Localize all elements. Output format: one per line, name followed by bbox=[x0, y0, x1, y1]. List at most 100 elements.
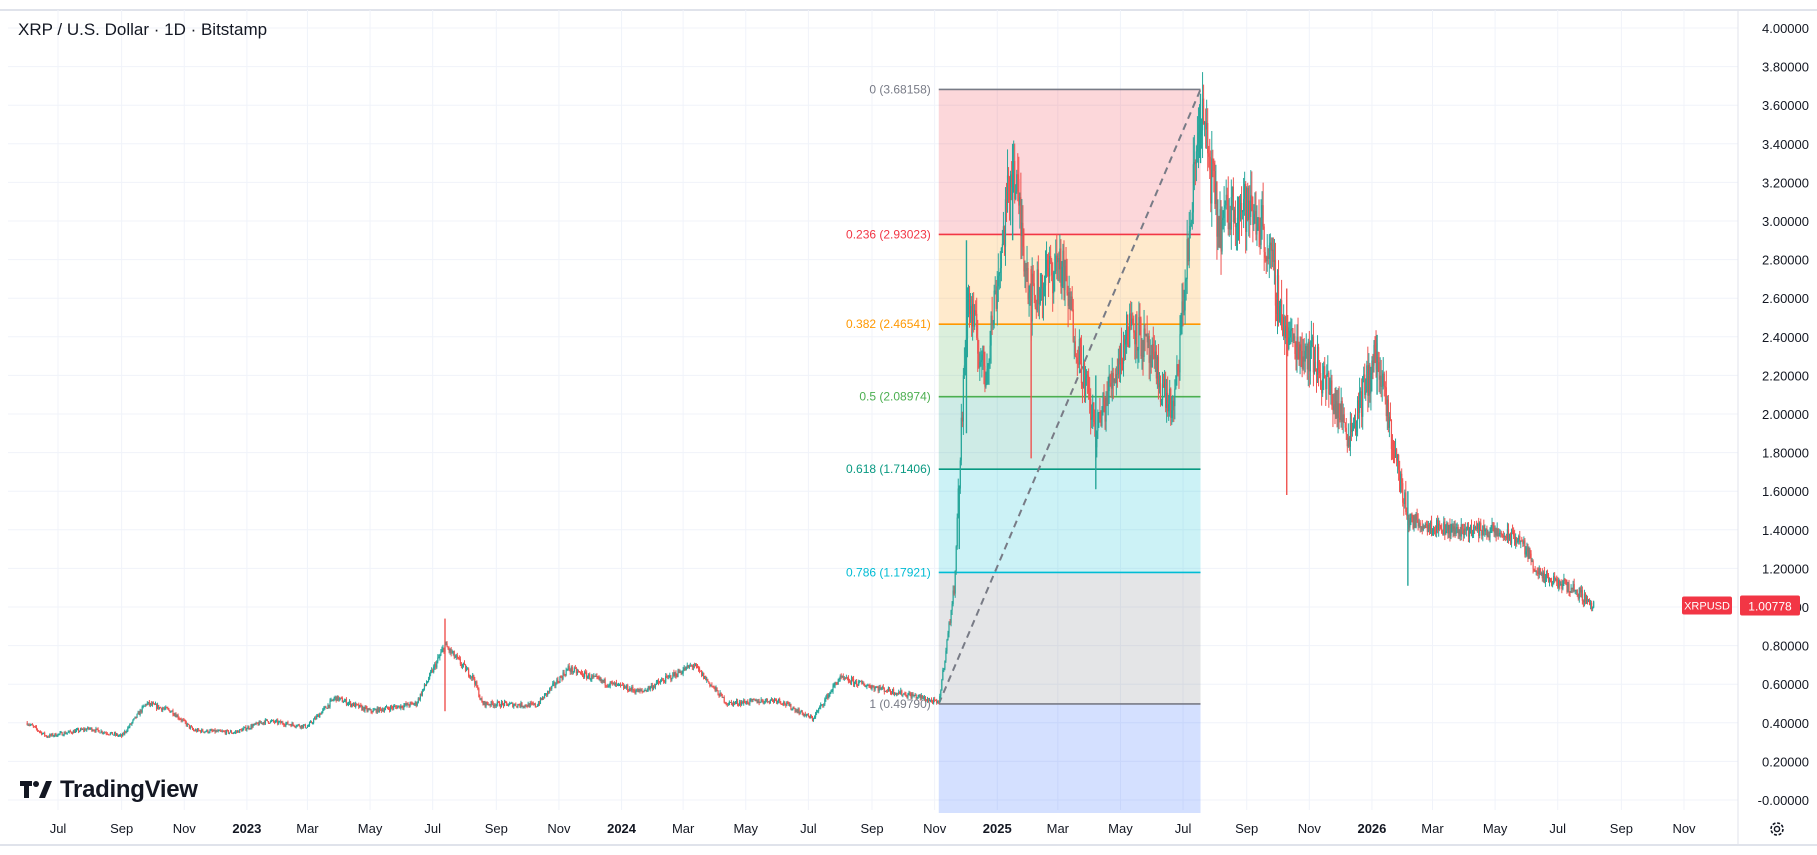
candle-body bbox=[299, 726, 301, 728]
candle-body bbox=[1076, 357, 1078, 363]
candle-body bbox=[306, 726, 309, 728]
candle-body bbox=[307, 725, 310, 727]
candle-body bbox=[656, 681, 659, 683]
candle-body bbox=[1478, 523, 1480, 536]
candle-body bbox=[1127, 314, 1129, 345]
candle-body bbox=[349, 701, 352, 707]
candle-body bbox=[1405, 492, 1407, 512]
candle-body bbox=[1345, 427, 1347, 435]
candle-body bbox=[1347, 437, 1349, 447]
price-tag-value: 1.00778 bbox=[1748, 599, 1792, 613]
candle-body bbox=[43, 732, 45, 734]
candle-body bbox=[172, 710, 174, 715]
gear-icon[interactable] bbox=[1767, 819, 1787, 839]
fib-retracement[interactable]: 0 (3.68158)0.236 (2.93023)0.382 (2.46541… bbox=[846, 82, 1202, 813]
candle-body bbox=[1115, 373, 1117, 384]
candle-body bbox=[1582, 600, 1585, 603]
candle-body bbox=[1135, 314, 1137, 345]
candle-body bbox=[945, 650, 947, 661]
candle-body bbox=[1550, 581, 1553, 585]
candle-body bbox=[1578, 587, 1580, 599]
x-tick-label: Nov bbox=[923, 821, 947, 836]
candle-body bbox=[926, 698, 929, 701]
tradingview-logo[interactable]: TradingView bbox=[20, 776, 198, 804]
candle-body bbox=[626, 685, 628, 689]
candle-body bbox=[231, 733, 234, 735]
candle-body bbox=[1208, 153, 1210, 157]
candle-body bbox=[292, 723, 294, 725]
candle-body bbox=[125, 731, 127, 733]
candle-body bbox=[1367, 365, 1369, 396]
candle-body bbox=[1429, 521, 1432, 532]
candle-body bbox=[1440, 525, 1442, 529]
candle-body bbox=[609, 681, 611, 686]
candle-body bbox=[568, 666, 570, 670]
candle-body bbox=[1568, 583, 1570, 592]
candle-body bbox=[321, 711, 323, 715]
candle-body bbox=[869, 685, 871, 688]
candle-body bbox=[1258, 223, 1260, 227]
y-tick-label: 2.00000 bbox=[1762, 407, 1809, 422]
x-tick-label: Sep bbox=[1235, 821, 1258, 836]
candle-body bbox=[983, 345, 985, 366]
candle-body bbox=[1318, 370, 1321, 374]
candle-body bbox=[1209, 156, 1211, 170]
candle-body bbox=[1356, 400, 1359, 421]
candle-body bbox=[1297, 336, 1299, 348]
last-price-marker[interactable]: XRPUSD 1.00778 bbox=[1682, 595, 1800, 616]
candle-body bbox=[1517, 540, 1519, 542]
y-tick-label: 0.20000 bbox=[1762, 754, 1809, 769]
candle-body bbox=[1325, 378, 1327, 390]
candle-body bbox=[1137, 349, 1139, 351]
candle-body bbox=[992, 324, 994, 326]
y-tick-label: 4.00000 bbox=[1762, 21, 1809, 36]
candle-body bbox=[1566, 584, 1568, 592]
candle-body bbox=[304, 724, 306, 728]
candle-body bbox=[707, 679, 709, 682]
candle-body bbox=[449, 648, 451, 652]
candle-body bbox=[1145, 333, 1147, 336]
candle-body bbox=[1198, 124, 1201, 133]
candle-body bbox=[839, 675, 841, 680]
candle-body bbox=[539, 698, 542, 704]
y-tick-label: 3.00000 bbox=[1762, 214, 1809, 229]
candle-body bbox=[1548, 578, 1551, 582]
candle-body bbox=[57, 733, 59, 737]
y-tick-label: 2.20000 bbox=[1762, 368, 1809, 383]
candle-body bbox=[973, 303, 975, 327]
fib-trend-line[interactable] bbox=[937, 89, 1202, 705]
candle-body bbox=[1329, 393, 1331, 395]
x-tick-label: 2024 bbox=[607, 821, 637, 836]
candle-body bbox=[1323, 366, 1325, 379]
candle-body bbox=[1545, 574, 1548, 578]
candle-body bbox=[248, 726, 250, 729]
candle-body bbox=[298, 724, 300, 727]
candle-body bbox=[1525, 551, 1527, 555]
candle-body bbox=[1252, 210, 1254, 225]
candle-body bbox=[1019, 197, 1021, 206]
candle-body bbox=[1099, 412, 1101, 419]
candle-body bbox=[268, 722, 271, 724]
candle-body bbox=[526, 706, 528, 708]
candle-body bbox=[56, 736, 58, 738]
candle-body bbox=[181, 719, 183, 721]
candle-body bbox=[437, 657, 439, 662]
candle-body bbox=[1168, 404, 1170, 412]
candle-body bbox=[1122, 339, 1125, 364]
candle-body bbox=[148, 701, 150, 705]
candle-body bbox=[1527, 547, 1529, 559]
candle-body bbox=[461, 664, 464, 667]
candle-body bbox=[1173, 400, 1175, 407]
candle-body bbox=[1583, 593, 1586, 603]
candle-body bbox=[757, 700, 759, 703]
candle-body bbox=[561, 676, 563, 680]
candle-body bbox=[83, 728, 85, 731]
candle-body bbox=[147, 701, 149, 704]
candle-body bbox=[1350, 423, 1353, 432]
candle-body bbox=[103, 732, 105, 734]
candle-body bbox=[985, 372, 987, 387]
candle-body bbox=[1577, 593, 1579, 599]
candle-body bbox=[566, 669, 568, 671]
